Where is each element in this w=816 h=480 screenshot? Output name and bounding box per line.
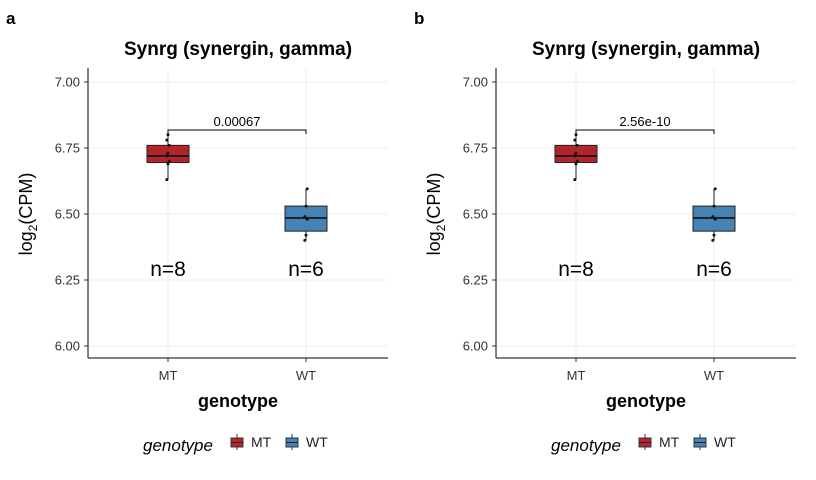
- y-axis-title: log2(CPM): [424, 173, 448, 256]
- p-value-label: 0.00067: [214, 114, 261, 129]
- y-axis-title: log2(CPM): [16, 173, 40, 256]
- data-point: [166, 133, 170, 137]
- chart-title: Synrg (synergin, gamma): [532, 39, 760, 60]
- data-point: [573, 178, 577, 182]
- data-point: [712, 233, 716, 237]
- x-axis-title: genotype: [198, 391, 278, 411]
- panel-letter: a: [6, 9, 16, 28]
- data-point: [573, 138, 577, 142]
- significance-bracket: [167, 129, 307, 134]
- data-point: [304, 204, 308, 208]
- chart-panel-a: a Synrg (synergin, gamma) 6.00 6.25 6.50 6.75…: [6, 9, 388, 455]
- p-value-label: 2.56e-10: [619, 114, 670, 129]
- y-tick-label: 6.25: [55, 273, 80, 288]
- x-tick-label: WT: [296, 368, 316, 383]
- data-point: [713, 187, 717, 191]
- legend-label: WT: [306, 434, 328, 450]
- legend-title: genotype: [551, 436, 621, 455]
- y-tick-label: 6.75: [463, 141, 488, 156]
- y-tick-label: 6.50: [55, 207, 80, 222]
- legend-label: WT: [714, 434, 736, 450]
- data-point: [711, 215, 715, 219]
- data-point: [574, 151, 578, 155]
- data-point: [574, 162, 578, 166]
- data-point: [712, 204, 716, 208]
- data-point: [573, 154, 577, 158]
- n-label: n=8: [150, 258, 186, 281]
- y-tick-label: 6.00: [55, 339, 80, 354]
- y-tick-label: 6.00: [463, 339, 488, 354]
- data-point: [575, 159, 579, 163]
- data-point: [166, 151, 170, 155]
- chart-title: Synrg (synergin, gamma): [124, 39, 352, 60]
- legend-label: MT: [251, 434, 272, 450]
- data-point: [305, 187, 309, 191]
- significance-bracket: [575, 129, 715, 134]
- y-tick-label: 6.50: [463, 207, 488, 222]
- data-point: [574, 133, 578, 137]
- data-point: [165, 178, 169, 182]
- x-axis-title: genotype: [606, 391, 686, 411]
- n-label: n=8: [558, 258, 594, 281]
- data-point: [167, 159, 171, 163]
- y-tick-label: 7.00: [463, 75, 488, 90]
- chart-panel-b: b Synrg (synergin, gamma) 6.00 6.25 6.50 6.75…: [414, 9, 796, 455]
- y-tick-label: 6.25: [463, 273, 488, 288]
- data-point: [575, 143, 579, 147]
- x-tick-label: WT: [704, 368, 724, 383]
- x-tick-label: MT: [159, 368, 178, 383]
- data-point: [711, 238, 715, 242]
- x-tick-label: MT: [567, 368, 586, 383]
- legend-label: MT: [659, 434, 680, 450]
- legend-title: genotype: [143, 436, 213, 455]
- y-tick-label: 6.75: [55, 141, 80, 156]
- n-label: n=6: [288, 258, 324, 281]
- data-point: [713, 217, 717, 221]
- data-point: [303, 215, 307, 219]
- data-point: [305, 217, 309, 221]
- data-point: [303, 238, 307, 242]
- data-point: [165, 138, 169, 142]
- y-tick-label: 7.00: [55, 75, 80, 90]
- panel-letter: b: [414, 9, 424, 28]
- n-label: n=6: [696, 258, 732, 281]
- data-point: [166, 162, 170, 166]
- data-point: [165, 154, 169, 158]
- data-point: [167, 143, 171, 147]
- data-point: [304, 233, 308, 237]
